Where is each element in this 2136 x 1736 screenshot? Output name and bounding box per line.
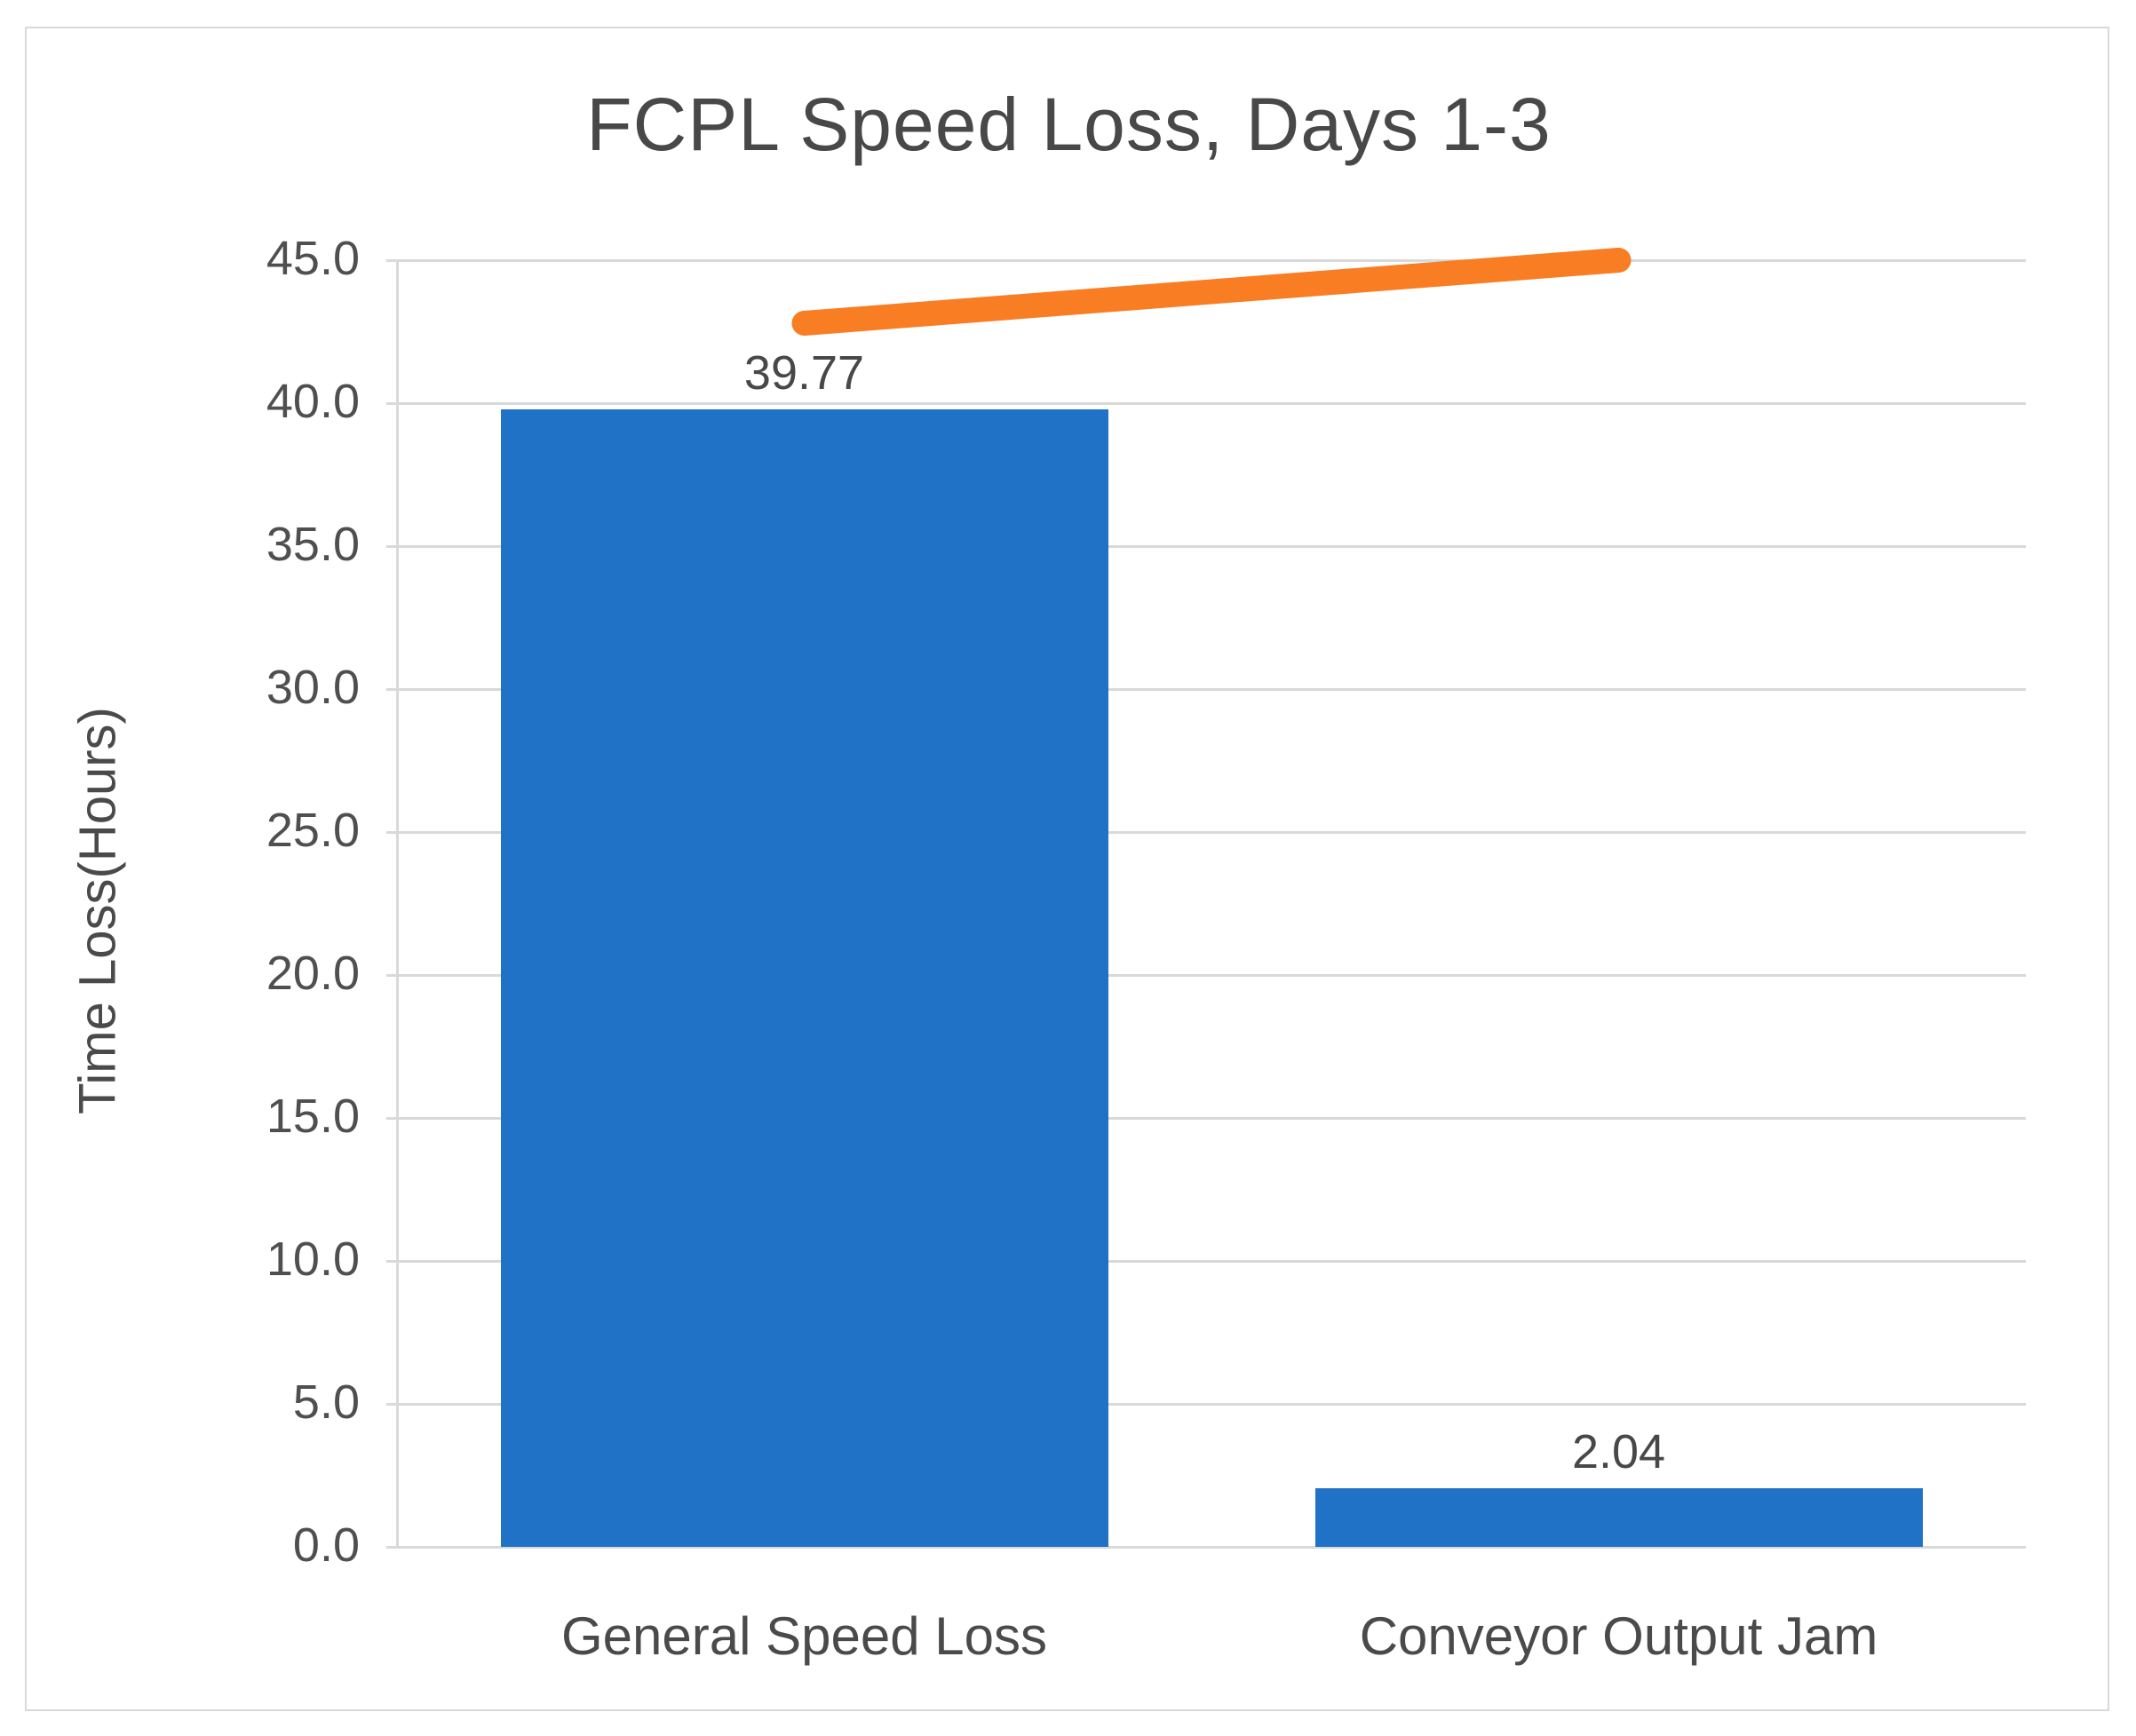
y-axis-tick [386, 1116, 397, 1120]
y-tick-label: 15.0 [266, 1090, 360, 1143]
y-tick-label: 25.0 [266, 804, 360, 857]
y-axis-tick [386, 973, 397, 977]
y-tick-label: 10.0 [266, 1233, 360, 1286]
y-tick-label: 5.0 [292, 1375, 360, 1429]
y-gridline [397, 973, 2026, 977]
y-gridline [397, 1116, 2026, 1120]
y-axis-tick [386, 258, 397, 262]
y-tick-label: 45.0 [266, 232, 360, 285]
y-tick-label: 0.0 [292, 1518, 360, 1572]
y-tick-label: 20.0 [266, 947, 360, 1000]
chart-title: FCPL Speed Loss, Days 1-3 [586, 83, 1552, 166]
y-gridline [397, 1545, 2026, 1549]
bar-2 [1314, 1488, 1923, 1547]
x-category-label: General Speed Loss [560, 1606, 1048, 1666]
y-tick-label: 35.0 [266, 518, 360, 571]
y-axis-tick [386, 401, 397, 405]
y-axis-tick [386, 1545, 397, 1549]
y-gridline [397, 544, 2026, 548]
y-tick-label: 30.0 [266, 661, 360, 714]
y-gridline [397, 1402, 2026, 1406]
y-axis-tick [386, 687, 397, 691]
y-gridline [397, 687, 2026, 691]
bar-1 [500, 409, 1108, 1547]
bar-data-label: 2.04 [1571, 1425, 1666, 1479]
y-gridline [397, 401, 2026, 405]
y-gridline [397, 258, 2026, 262]
y-gridline [397, 830, 2026, 834]
y-axis-line [395, 260, 399, 1547]
y-axis-tick [386, 830, 397, 834]
y-axis-tick [386, 1259, 397, 1263]
x-category-label: Conveyor Output Jam [1359, 1606, 1878, 1666]
y-axis-tick [386, 544, 397, 548]
bar-data-label: 39.77 [743, 346, 865, 400]
cumulative-line-path [791, 248, 1632, 337]
y-axis-tick [386, 1402, 397, 1406]
y-tick-label: 40.0 [266, 375, 360, 428]
y-gridline [397, 1259, 2026, 1263]
